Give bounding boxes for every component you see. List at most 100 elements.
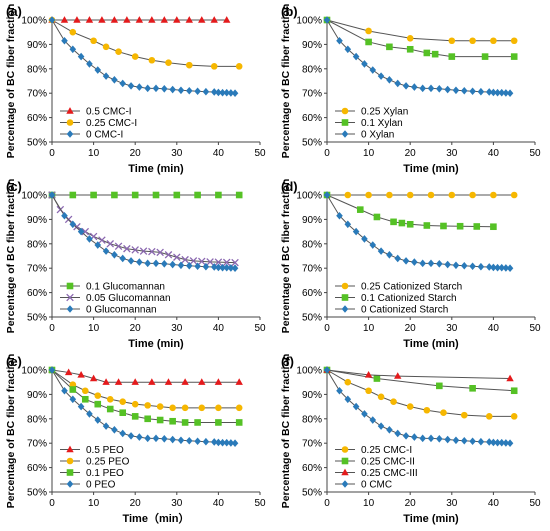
data-point (169, 260, 176, 269)
x-tick-label: 50 (254, 148, 266, 159)
data-point (102, 378, 110, 385)
legend-marker (66, 469, 74, 476)
data-point (223, 88, 231, 97)
chart-panel: (d) 50% 60% 70% 80% 90% 100% 0 10 20 30 40 50 Time (m… (280, 179, 541, 350)
data-point (494, 438, 501, 447)
data-point (344, 378, 352, 386)
x-tick-label: 20 (130, 148, 142, 159)
data-point (411, 258, 418, 266)
data-point (369, 416, 377, 424)
panel-label: (e) (6, 354, 22, 369)
data-point (477, 437, 485, 446)
data-point (386, 191, 393, 199)
data-point (448, 37, 456, 45)
y-tick-label: 100% (21, 191, 47, 202)
data-point (394, 254, 402, 263)
data-point (48, 366, 56, 374)
data-point (181, 419, 189, 426)
data-point (77, 370, 85, 378)
data-point (89, 374, 98, 382)
data-point (198, 16, 206, 23)
data-point (506, 89, 514, 97)
legend-marker (66, 107, 74, 114)
data-point (161, 85, 168, 93)
data-point (198, 404, 206, 412)
y-tick-label: 90% (302, 215, 322, 226)
data-point (114, 378, 123, 385)
data-point (235, 63, 243, 70)
chart-panel: (b) 50% 60% 70% 80% 90% 100% 0 10 20 30 40 50 Time (m… (280, 4, 541, 175)
data-point (506, 264, 514, 272)
y-tick-label: 100% (296, 366, 322, 377)
data-point (77, 52, 85, 61)
data-point (419, 259, 426, 268)
data-point (194, 419, 201, 426)
x-tick-label: 20 (405, 323, 417, 334)
data-point (148, 16, 156, 23)
data-point (61, 36, 68, 45)
data-point (377, 393, 385, 401)
data-point (169, 85, 176, 94)
data-point (181, 255, 189, 264)
data-point (144, 84, 151, 93)
y-axis-label: Percentage of BC fiber fraction (5, 4, 17, 159)
data-point (144, 259, 151, 268)
legend-marker (341, 119, 349, 126)
legend-marker (66, 445, 74, 453)
x-tick-label: 20 (130, 498, 142, 509)
data-point (352, 52, 360, 61)
x-tick-label: 10 (363, 323, 375, 334)
data-point (185, 61, 193, 69)
data-point (110, 16, 119, 23)
y-tick-label: 50% (302, 488, 322, 499)
legend-marker (66, 119, 74, 126)
y-tick-label: 60% (302, 288, 322, 299)
data-point (177, 261, 185, 270)
data-point (136, 433, 143, 441)
x-tick-label: 40 (213, 323, 225, 334)
y-tick-label: 70% (302, 439, 322, 450)
data-point (364, 370, 373, 378)
y-tick-label: 90% (27, 40, 47, 51)
legend-label: 0.25 PEO (86, 457, 130, 468)
x-axis-label: Time (min) (403, 513, 459, 525)
x-tick-label: 30 (446, 498, 458, 509)
data-point (460, 436, 468, 445)
data-point (98, 16, 106, 23)
legend-label: 0 Glucomannan (86, 305, 157, 316)
data-point (69, 220, 77, 229)
data-point (494, 263, 501, 272)
data-point (69, 191, 77, 199)
data-point (136, 83, 143, 91)
data-point (423, 406, 431, 414)
data-point (386, 43, 393, 51)
data-point (156, 416, 164, 424)
y-tick-label: 80% (27, 239, 47, 250)
data-point (498, 438, 506, 447)
data-point (111, 425, 118, 434)
data-point (477, 262, 485, 271)
x-axis-label: Time (min) (128, 163, 184, 175)
data-point (452, 261, 460, 270)
data-point (419, 84, 426, 93)
data-point (156, 403, 164, 410)
legend-marker (66, 293, 74, 302)
data-point (210, 63, 218, 70)
data-point (477, 87, 485, 96)
y-tick-label: 50% (27, 488, 47, 499)
data-point (406, 191, 414, 199)
data-point (510, 387, 518, 395)
data-point (106, 405, 114, 413)
data-point (323, 191, 331, 199)
data-point (144, 434, 151, 443)
legend-marker (341, 457, 349, 465)
data-point (131, 191, 139, 199)
data-point (219, 88, 226, 97)
y-axis-label: Percentage of BC fiber fraction (280, 179, 292, 334)
data-point (444, 260, 451, 269)
x-tick-label: 30 (171, 498, 183, 509)
data-point (452, 436, 460, 445)
data-point (510, 53, 518, 60)
data-point (215, 404, 222, 412)
data-point (231, 258, 239, 267)
